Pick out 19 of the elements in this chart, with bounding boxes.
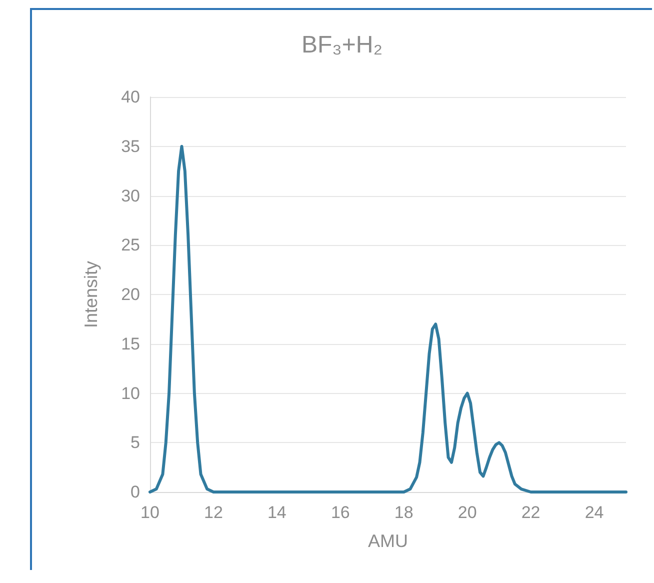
y-tick-label: 30 [121, 186, 140, 206]
y-axis-title: Intensity [81, 260, 101, 328]
y-tick-label: 0 [130, 482, 140, 502]
y-tick-label: 5 [130, 433, 140, 452]
x-axis-title: AMU [368, 531, 408, 551]
chart-title: BF₃+H₂ [301, 32, 383, 58]
x-tick-label: 20 [458, 503, 477, 522]
x-tick-label: 18 [394, 503, 414, 522]
y-tick-label: 20 [121, 285, 140, 304]
y-tick-label: 40 [121, 88, 140, 106]
y-tick-label: 25 [121, 236, 140, 255]
y-tick-label: 10 [121, 384, 140, 403]
x-tick-label: 24 [584, 503, 604, 522]
y-tick-label: 15 [121, 334, 140, 354]
x-tick-label: 12 [204, 503, 223, 522]
x-tick-label: 16 [330, 503, 350, 522]
x-tick-label: 14 [267, 503, 286, 522]
y-tick-label: 35 [121, 136, 140, 156]
x-tick-label: 22 [521, 503, 540, 522]
